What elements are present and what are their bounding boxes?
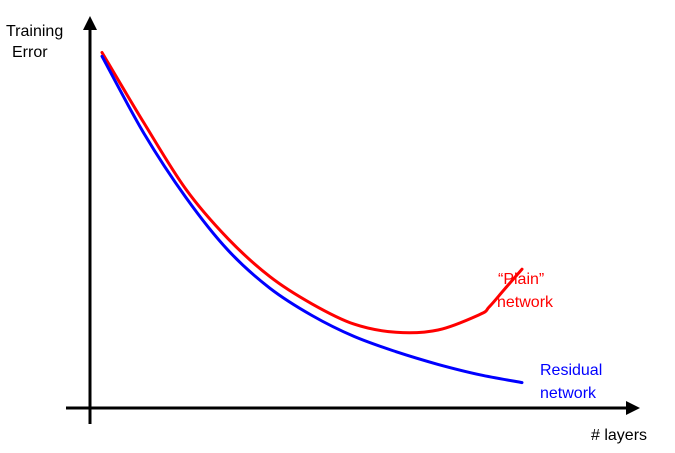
x-axis-label: # layers bbox=[591, 427, 647, 444]
plain-network-label-line-1: “Plain” bbox=[498, 271, 544, 288]
y-axis-label-line-1: Training bbox=[6, 23, 63, 40]
x-axis bbox=[66, 401, 640, 415]
residual-network-label-line-2: network bbox=[540, 385, 597, 402]
residual-network-label-line-1: Residual bbox=[540, 362, 602, 379]
y-axis bbox=[83, 16, 97, 424]
plain-network-line bbox=[100, 51, 524, 335]
y-axis-label-line-2: Error bbox=[12, 44, 48, 61]
plain-network-label-line-2: network bbox=[497, 294, 554, 311]
residual-network-line bbox=[100, 54, 524, 385]
x-axis-arrow bbox=[626, 401, 640, 415]
y-axis-arrow bbox=[83, 16, 97, 30]
